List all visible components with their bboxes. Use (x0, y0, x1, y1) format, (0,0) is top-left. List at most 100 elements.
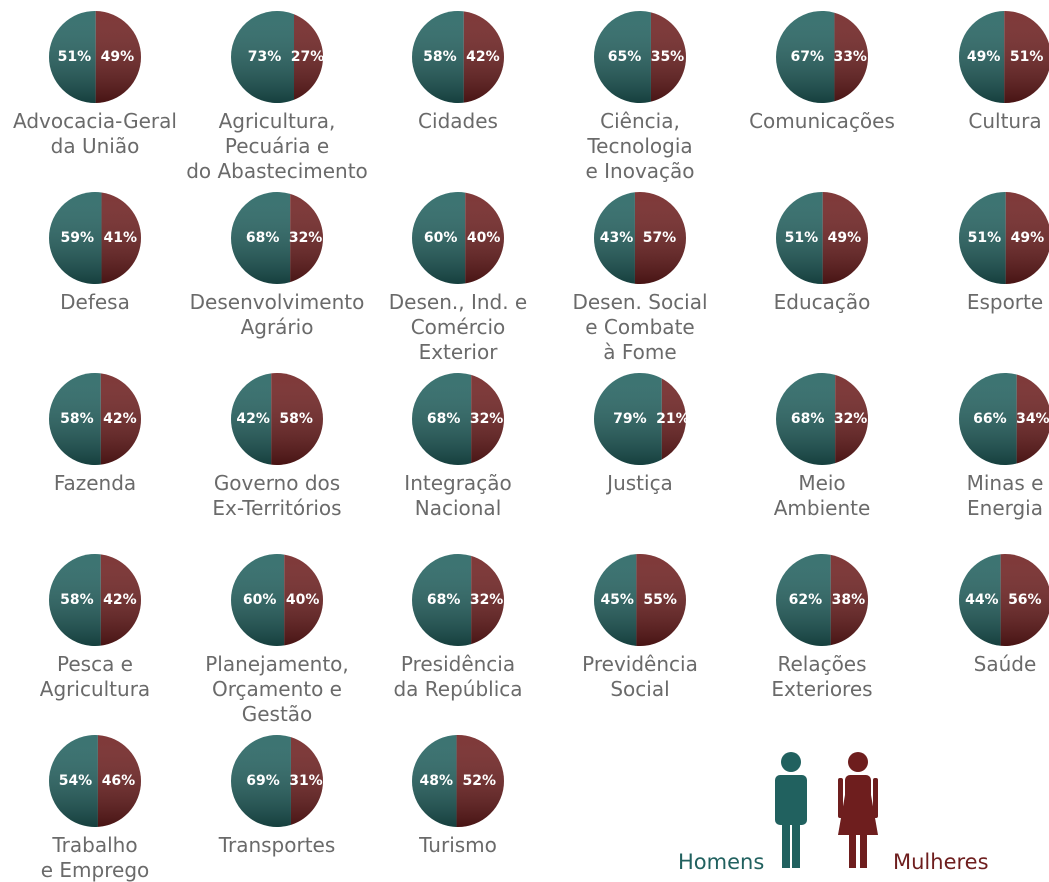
pie-title: Exterior (419, 340, 499, 364)
pie-title: Nacional (415, 496, 502, 520)
pie-title: Social (610, 677, 669, 701)
pie-title: Presidência (401, 652, 515, 676)
pie-shade (231, 192, 323, 284)
value-label: 34% (1016, 411, 1049, 427)
value-label: 44% (965, 592, 999, 608)
pie: 58% 42% (49, 373, 142, 465)
pie-shade (959, 373, 1049, 465)
pie-title: Trabalho (51, 833, 137, 857)
value-label: 42% (236, 411, 270, 427)
value-label: 49% (828, 230, 862, 246)
pie-title: Esporte (967, 290, 1043, 314)
value-label: 58% (60, 411, 94, 427)
pie-title: Meio (798, 471, 845, 495)
legend: Homens Mulheres (678, 752, 989, 874)
value-label: 49% (1011, 230, 1045, 246)
pie-title: Educação (774, 290, 871, 314)
value-label: 49% (101, 49, 135, 65)
pie-shade (412, 554, 504, 646)
pie-title: Defesa (60, 290, 130, 314)
value-label: 38% (832, 592, 866, 608)
value-label: 32% (289, 230, 323, 246)
pie: 58% 42% (412, 11, 505, 104)
pie-shade (776, 554, 868, 646)
pie-title: Fazenda (54, 471, 136, 495)
pie-title: Gestão (242, 702, 313, 726)
value-label: 51% (1010, 49, 1044, 65)
value-label: 68% (427, 411, 461, 427)
pie-title: Transportes (218, 833, 336, 857)
pie-title: Integração (404, 471, 511, 495)
pie-shade (412, 373, 504, 465)
value-label: 41% (104, 230, 138, 246)
pie-title: Agricultura, (219, 109, 336, 133)
pie-title: Exteriores (771, 677, 872, 701)
pie: 68% 32% (231, 192, 323, 284)
value-label: 55% (643, 592, 677, 608)
value-label: 57% (643, 230, 677, 246)
pie-title: da União (51, 134, 140, 158)
legend-label: Homens (678, 850, 764, 874)
value-label: 45% (600, 592, 634, 608)
pie-title: Pecuária e (225, 134, 329, 158)
pie: 51% 49% (48, 11, 141, 103)
woman-icon (838, 752, 878, 868)
value-label: 33% (833, 49, 867, 65)
pie: 67% 33% (776, 11, 868, 104)
pie: 79% 21% (594, 373, 690, 465)
value-label: 60% (424, 230, 458, 246)
pie: 69% 31% (231, 735, 323, 827)
pie-shade (412, 11, 504, 103)
pie-title: Saúde (974, 652, 1037, 676)
value-label: 54% (59, 773, 93, 789)
pie-shade (594, 373, 686, 465)
pie-shade (231, 735, 323, 827)
pie: 66% 34% (959, 373, 1049, 465)
pie: 58% 42% (49, 554, 142, 646)
value-label: 59% (61, 230, 95, 246)
value-label: 40% (467, 230, 501, 246)
pie: 42% 58% (230, 373, 323, 465)
value-label: 32% (470, 592, 504, 608)
pie-shade (49, 11, 141, 103)
value-label: 73% (248, 49, 282, 65)
value-label: 32% (834, 411, 868, 427)
value-label: 58% (60, 592, 94, 608)
pie-title: Pesca e (57, 652, 133, 676)
pie: 62% 38% (776, 554, 868, 646)
pie: 49% 51% (959, 11, 1049, 103)
pie: 68% 32% (412, 554, 504, 646)
value-label: 65% (608, 49, 642, 65)
pie: 68% 32% (412, 373, 504, 465)
pie-title: Cidades (418, 109, 498, 133)
value-label: 68% (791, 411, 825, 427)
value-label: 51% (58, 49, 92, 65)
value-label: 40% (286, 592, 320, 608)
pie-shade (594, 11, 686, 103)
pie-shade (594, 192, 686, 284)
pie-title: Agrário (241, 315, 314, 339)
value-label: 42% (466, 49, 500, 65)
pie-title: Ambiente (774, 496, 871, 520)
pie-title: Desen., Ind. e (389, 290, 527, 314)
value-label: 51% (785, 230, 819, 246)
pie-shade (231, 11, 323, 103)
pie-title: e Combate (585, 315, 694, 339)
value-label: 56% (1008, 592, 1042, 608)
pie: 51% 49% (775, 192, 868, 284)
pie-shade (776, 11, 868, 103)
value-label: 21% (656, 411, 690, 427)
pie: 73% 27% (231, 11, 324, 104)
pie-title: e Inovação (585, 159, 694, 183)
pie-shade (959, 192, 1049, 284)
pie-shade (49, 373, 141, 465)
pie-title: Minas e (967, 471, 1044, 495)
value-label: 68% (427, 592, 461, 608)
pie: 44% 56% (959, 554, 1049, 646)
legend-label: Mulheres (893, 850, 989, 874)
value-label: 58% (423, 49, 457, 65)
value-label: 52% (463, 773, 497, 789)
value-label: 62% (789, 592, 823, 608)
pie: 48% 52% (412, 735, 504, 827)
